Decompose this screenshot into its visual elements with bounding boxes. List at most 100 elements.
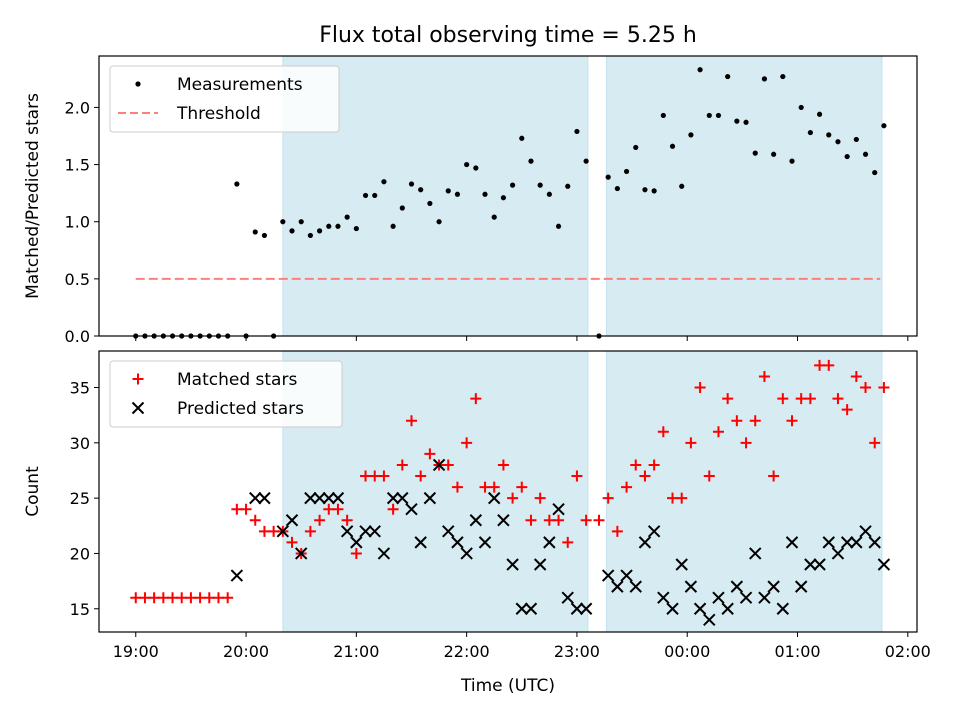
matched-point [396, 459, 408, 471]
predicted-point [543, 536, 556, 549]
matched-point [648, 459, 660, 471]
matched-point [258, 525, 270, 537]
predicted-point [423, 491, 437, 505]
predicted-point [611, 580, 624, 593]
measurement-point [418, 187, 424, 193]
axis-ticks: 15 20 25 30 35 19:00 20:00 21:00 22:00 23:00 00:00… [70, 379, 931, 661]
legend-label-matched: Matched stars [177, 370, 297, 390]
y-tick-label: 0.5 [65, 270, 90, 289]
matched-point [571, 470, 583, 482]
predicted-point [712, 591, 725, 604]
y-tick-label: 1.5 [65, 156, 90, 175]
measurement-point [362, 192, 369, 199]
y-tick-label: 2.0 [65, 98, 90, 117]
x-tick-label: 01:00 [774, 642, 820, 661]
predicted-point [359, 525, 372, 538]
predicted-point [776, 602, 790, 615]
predicted-point [331, 491, 345, 505]
predicted-point [506, 558, 519, 571]
measurement-point [509, 182, 516, 188]
predicted-point [350, 536, 363, 549]
predicted-point [767, 580, 780, 593]
predicted-point [405, 502, 418, 516]
measurement-point [528, 158, 534, 164]
matched-point [240, 503, 252, 515]
measurement-point [669, 143, 676, 149]
measurement-point [835, 139, 841, 145]
predicted-point [313, 491, 326, 505]
matched-point [621, 481, 633, 493]
matched-point [814, 359, 826, 371]
matched-point [525, 514, 537, 526]
chart-title: Flux total observing time = 5.25 h [319, 23, 697, 48]
predicted-point [533, 558, 547, 571]
measurement-point [642, 187, 648, 193]
predicted-point [620, 569, 633, 582]
measurement-point [408, 181, 415, 187]
measurement-point [743, 119, 749, 125]
matched-point [685, 437, 697, 449]
measurement-point [844, 153, 850, 160]
matched-point [130, 592, 142, 604]
y-tick-label: 35 [70, 379, 90, 398]
measurement-point [715, 112, 722, 119]
predicted-point [451, 536, 464, 549]
predicted-point [647, 525, 661, 538]
predicted-point [249, 491, 262, 505]
measurement-point [583, 158, 589, 164]
matched-point [562, 536, 574, 548]
measurement-point [464, 161, 470, 168]
matched-point [786, 415, 798, 427]
matched-point [203, 592, 215, 604]
predicted-point [478, 536, 492, 549]
matched-point [314, 514, 326, 526]
predicted-point [497, 514, 510, 527]
measurement-point [853, 136, 859, 143]
count-panel: 15 20 25 30 35 19:00 20:00 21:00 22:00 23:00 00:00… [23, 350, 931, 696]
matched-point [148, 592, 160, 604]
matched-point [832, 393, 844, 405]
matched-point [185, 592, 197, 604]
measurement-point [234, 181, 240, 187]
matched-point [212, 592, 224, 604]
measurement-point [826, 132, 832, 138]
measurement-point [500, 195, 507, 201]
matched-point [850, 370, 862, 382]
predicted-point [377, 547, 391, 560]
predicted-point [840, 536, 854, 549]
measurement-point [798, 104, 804, 111]
matched-point [387, 503, 399, 515]
predicted-point [822, 536, 835, 549]
matched-point [424, 448, 436, 460]
measurement-point [326, 223, 332, 229]
legend-label-predicted: Predicted stars [177, 399, 304, 419]
observing-windows [282, 350, 883, 633]
matched-point [231, 503, 243, 515]
predicted-point [813, 558, 826, 571]
predicted-point [739, 591, 753, 604]
predicted-point [730, 580, 744, 593]
measurement-point [725, 73, 731, 80]
matched-point [405, 415, 417, 427]
data-marks [130, 359, 891, 627]
matched-point [176, 592, 188, 604]
matched-point [286, 536, 298, 548]
matched-point [222, 592, 234, 604]
predicted-point [703, 613, 716, 627]
y-tick-label: 25 [70, 489, 90, 508]
predicted-point [850, 536, 863, 549]
measurement-point [780, 73, 786, 80]
axes-frame [98, 55, 918, 337]
y-tick-label: 30 [70, 434, 90, 453]
matched-point [630, 459, 642, 471]
measurement-point [482, 191, 488, 197]
matched-point [378, 470, 390, 482]
predicted-point [804, 558, 817, 571]
legend-box [109, 65, 340, 133]
measurement-point [537, 182, 543, 188]
measurement-point [491, 214, 497, 220]
predicted-point [693, 602, 707, 615]
data-marks [133, 67, 887, 339]
matched-point [768, 470, 780, 482]
x-tick-label: 20:00 [223, 642, 269, 661]
